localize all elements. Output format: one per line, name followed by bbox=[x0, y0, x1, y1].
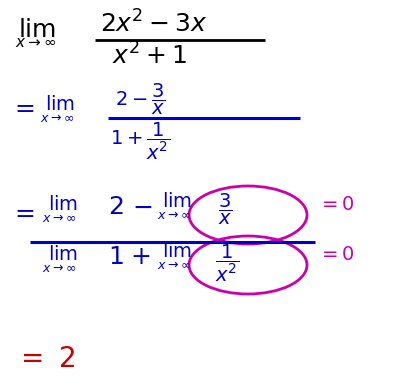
Text: $1$: $1$ bbox=[108, 245, 123, 269]
Text: $\dfrac{1}{x^2}$: $\dfrac{1}{x^2}$ bbox=[215, 242, 239, 284]
Text: $+$: $+$ bbox=[130, 245, 150, 269]
Text: $=$: $=$ bbox=[10, 95, 35, 119]
Text: $= 0$: $= 0$ bbox=[318, 245, 355, 264]
Text: $-$: $-$ bbox=[132, 195, 152, 219]
Text: $=$: $=$ bbox=[10, 200, 35, 224]
Text: $x \to \infty$: $x \to \infty$ bbox=[157, 209, 191, 222]
Text: $\mathrm{lim}$: $\mathrm{lim}$ bbox=[45, 95, 75, 114]
Text: $x \to \infty$: $x \to \infty$ bbox=[157, 259, 191, 272]
Text: $x \to \infty$: $x \to \infty$ bbox=[42, 212, 76, 225]
Text: $\mathrm{lim}$: $\mathrm{lim}$ bbox=[162, 192, 192, 211]
Text: $= \ 2$: $= \ 2$ bbox=[15, 345, 75, 373]
Text: $1 + \dfrac{1}{x^2}$: $1 + \dfrac{1}{x^2}$ bbox=[110, 120, 170, 161]
Text: $x \to \infty$: $x \to \infty$ bbox=[42, 262, 76, 275]
Text: $x \to \infty$: $x \to \infty$ bbox=[40, 112, 74, 125]
Text: $\mathrm{lim}$: $\mathrm{lim}$ bbox=[162, 242, 192, 261]
Text: $x \to \infty$: $x \to \infty$ bbox=[15, 35, 56, 50]
Text: $\mathrm{lim}$: $\mathrm{lim}$ bbox=[48, 245, 78, 264]
Text: $x^2 + 1$: $x^2 + 1$ bbox=[112, 42, 187, 69]
Text: $= 0$: $= 0$ bbox=[318, 195, 355, 214]
Text: $2x^2 - 3x$: $2x^2 - 3x$ bbox=[100, 10, 207, 37]
Text: $\mathrm{lim}$: $\mathrm{lim}$ bbox=[18, 18, 56, 42]
Text: $2 - \dfrac{3}{x}$: $2 - \dfrac{3}{x}$ bbox=[115, 82, 166, 117]
Text: $2$: $2$ bbox=[108, 195, 123, 219]
Text: $\dfrac{3}{x}$: $\dfrac{3}{x}$ bbox=[218, 192, 233, 227]
Text: $\mathrm{lim}$: $\mathrm{lim}$ bbox=[48, 195, 78, 214]
